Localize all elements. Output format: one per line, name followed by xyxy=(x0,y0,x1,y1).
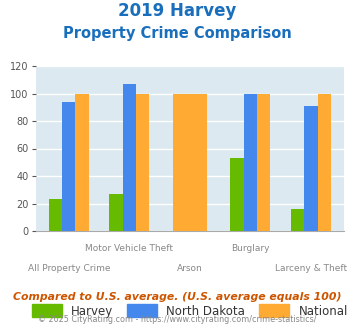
Bar xyxy=(76,93,89,231)
Bar xyxy=(257,93,271,231)
Bar xyxy=(109,194,123,231)
Bar xyxy=(173,93,207,231)
Text: All Property Crime: All Property Crime xyxy=(28,264,110,273)
Text: Larceny & Theft: Larceny & Theft xyxy=(275,264,347,273)
Bar xyxy=(318,93,331,231)
Bar xyxy=(49,199,62,231)
Bar xyxy=(244,93,257,231)
Text: © 2025 CityRating.com - https://www.cityrating.com/crime-statistics/: © 2025 CityRating.com - https://www.city… xyxy=(38,315,317,324)
Text: 2019 Harvey: 2019 Harvey xyxy=(118,2,237,20)
Text: Motor Vehicle Theft: Motor Vehicle Theft xyxy=(85,244,173,253)
Bar xyxy=(62,102,76,231)
Bar xyxy=(136,93,149,231)
Text: Compared to U.S. average. (U.S. average equals 100): Compared to U.S. average. (U.S. average … xyxy=(13,292,342,302)
Text: Property Crime Comparison: Property Crime Comparison xyxy=(63,26,292,41)
Bar xyxy=(123,84,136,231)
Bar xyxy=(230,158,244,231)
Legend: Harvey, North Dakota, National: Harvey, North Dakota, National xyxy=(27,300,353,322)
Text: Arson: Arson xyxy=(177,264,203,273)
Bar xyxy=(304,106,318,231)
Bar xyxy=(291,209,304,231)
Text: Burglary: Burglary xyxy=(231,244,270,253)
